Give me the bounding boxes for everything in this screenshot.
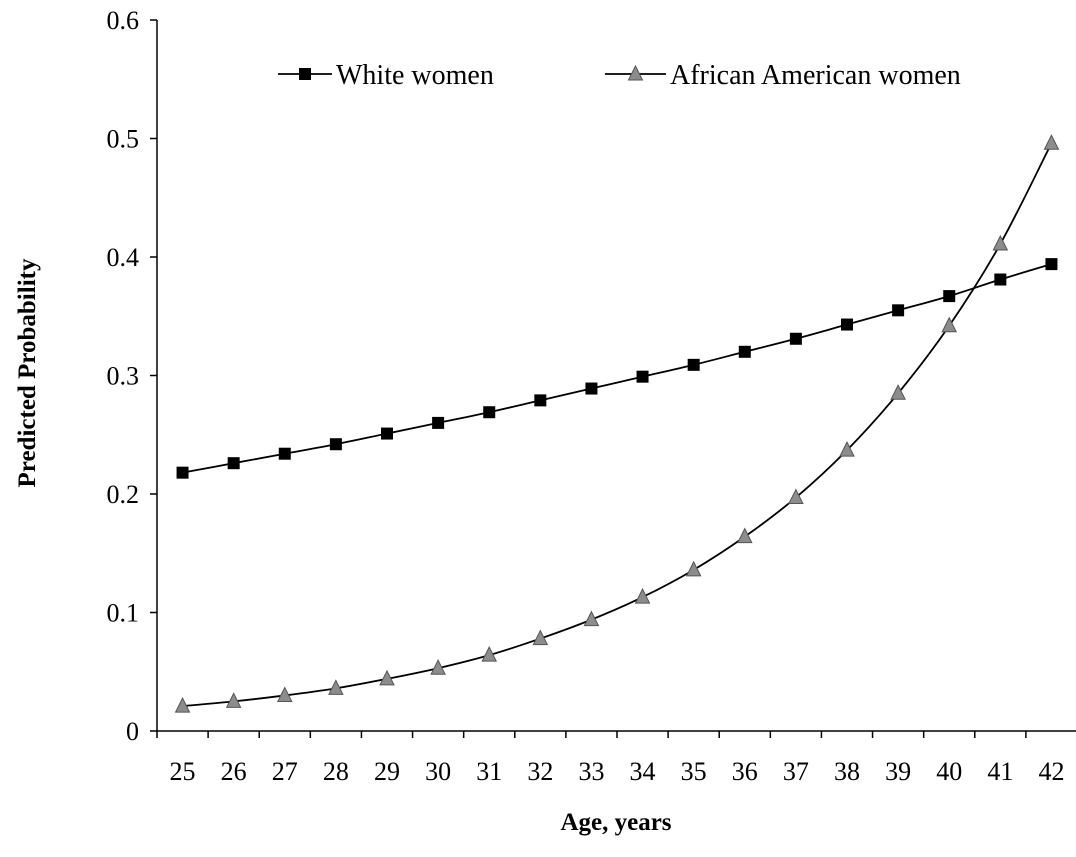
data-point bbox=[788, 488, 804, 505]
y-axis-ticks: 0 0.1 0.2 0.3 0.4 0.5 0.6 bbox=[107, 6, 157, 746]
legend-label: African American women bbox=[670, 60, 961, 91]
y-tick-label: 0.2 bbox=[107, 480, 140, 509]
x-tick-label: 32 bbox=[527, 757, 553, 786]
series-1 bbox=[176, 258, 1058, 479]
series-layer bbox=[174, 134, 1060, 713]
y-tick-label: 0.3 bbox=[107, 362, 140, 391]
data-point bbox=[738, 345, 751, 358]
data-point bbox=[943, 290, 956, 303]
y-tick-label: 0.6 bbox=[107, 6, 140, 35]
y-tick-label: 0 bbox=[126, 717, 139, 746]
x-axis-title: Age, years bbox=[560, 809, 671, 836]
data-point bbox=[1045, 258, 1058, 271]
data-point bbox=[329, 438, 342, 451]
x-tick-label: 38 bbox=[834, 757, 860, 786]
y-tick-label: 0.1 bbox=[107, 599, 140, 628]
data-point bbox=[687, 358, 700, 371]
x-axis-ticks: 25 26 27 28 29 30 31 32 33 34 35 36 37 38 39 40 41 42 bbox=[156, 731, 1064, 786]
data-point bbox=[839, 441, 855, 457]
data-point bbox=[892, 304, 905, 317]
data-point bbox=[634, 587, 651, 604]
x-tick-label: 39 bbox=[885, 757, 911, 786]
data-point bbox=[225, 692, 242, 708]
data-point bbox=[583, 610, 600, 627]
data-point bbox=[481, 646, 498, 662]
y-axis-title: Predicted Probability bbox=[14, 258, 41, 487]
x-tick-label: 30 bbox=[425, 757, 451, 786]
x-tick-label: 29 bbox=[374, 757, 400, 786]
data-point bbox=[992, 234, 1009, 251]
legend-item-1: White women bbox=[278, 60, 494, 91]
data-point bbox=[736, 527, 753, 544]
data-point bbox=[379, 669, 395, 686]
data-point bbox=[941, 316, 958, 333]
data-point bbox=[841, 318, 853, 331]
data-point bbox=[278, 447, 291, 460]
series-line bbox=[182, 263, 1052, 474]
x-tick-label: 27 bbox=[272, 757, 298, 786]
series-2 bbox=[174, 134, 1060, 713]
data-point bbox=[328, 679, 344, 695]
y-tick-label: 0.4 bbox=[107, 243, 140, 272]
data-point bbox=[789, 332, 802, 345]
x-tick-label: 31 bbox=[476, 757, 502, 786]
data-point bbox=[381, 427, 393, 440]
x-tick-label: 37 bbox=[783, 757, 809, 786]
x-tick-label: 25 bbox=[170, 757, 196, 786]
legend-item-2: African American women bbox=[605, 60, 961, 91]
data-point bbox=[685, 560, 702, 577]
data-point bbox=[227, 457, 240, 470]
x-tick-label: 41 bbox=[987, 757, 1013, 786]
x-tick-label: 42 bbox=[1038, 757, 1064, 786]
x-tick-label: 33 bbox=[578, 757, 604, 786]
data-point bbox=[994, 273, 1007, 286]
legend: White women African American women bbox=[278, 60, 961, 91]
legend-marker bbox=[299, 68, 311, 80]
x-tick-label: 35 bbox=[681, 757, 707, 786]
data-point bbox=[1043, 134, 1060, 150]
x-tick-label: 28 bbox=[323, 757, 349, 786]
data-point bbox=[534, 394, 547, 407]
data-point bbox=[176, 466, 189, 479]
data-point bbox=[636, 370, 649, 383]
data-point bbox=[276, 686, 293, 702]
data-point bbox=[890, 384, 906, 400]
data-point bbox=[483, 406, 496, 419]
data-point bbox=[585, 382, 598, 395]
series-line bbox=[182, 142, 1053, 708]
x-tick-label: 40 bbox=[936, 757, 962, 786]
x-tick-label: 26 bbox=[221, 757, 247, 786]
data-point bbox=[532, 629, 549, 646]
data-point bbox=[430, 659, 446, 675]
y-tick-label: 0.5 bbox=[107, 125, 140, 154]
x-tick-label: 36 bbox=[732, 757, 758, 786]
data-point bbox=[432, 416, 445, 429]
legend-label: White women bbox=[336, 60, 494, 91]
legend-marker bbox=[627, 64, 644, 81]
axes bbox=[156, 20, 1076, 732]
data-point bbox=[174, 696, 191, 713]
x-tick-label: 34 bbox=[630, 757, 656, 786]
